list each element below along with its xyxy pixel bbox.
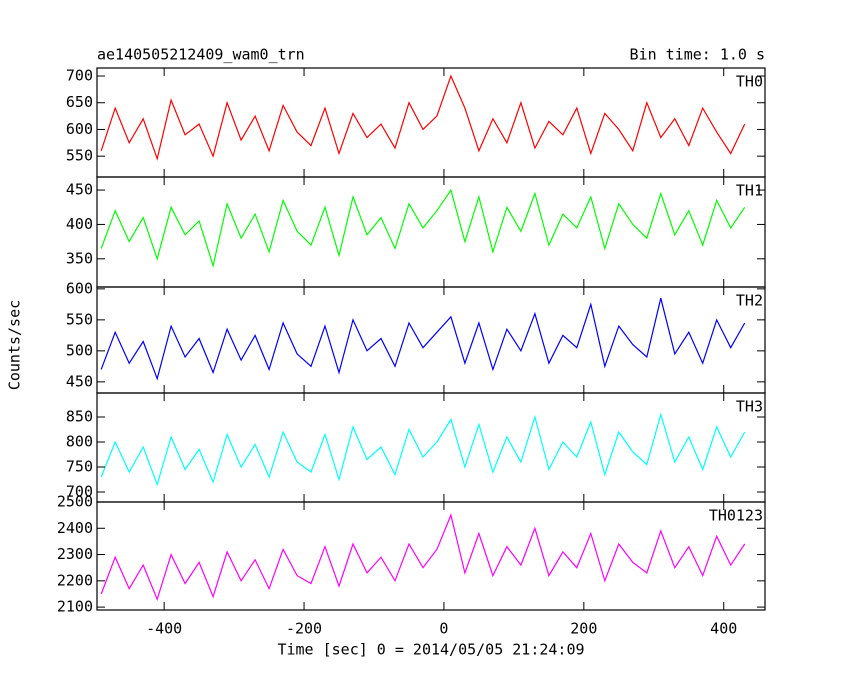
y-tick-label: 550 <box>66 310 93 328</box>
data-line <box>100 188 746 269</box>
chart-title: ae140505212409_wam0_trn <box>97 46 305 64</box>
y-tick-label: 2500 <box>57 493 93 511</box>
data-line <box>100 412 746 487</box>
panel <box>100 74 746 161</box>
panel <box>100 412 746 487</box>
data-line <box>100 298 746 381</box>
y-tick-label: 750 <box>66 458 93 476</box>
panel <box>100 513 746 601</box>
panel-frame <box>96 501 766 611</box>
series-label: TH0123 <box>709 507 763 525</box>
y-tick-label: 400 <box>66 215 93 233</box>
y-tick-label: 700 <box>66 67 93 85</box>
x-tick-label: -400 <box>146 620 182 638</box>
y-tick-label: 350 <box>66 249 93 267</box>
x-tick-label: 200 <box>570 620 597 638</box>
y-tick-label: 2100 <box>57 598 93 616</box>
y-tick-label: 650 <box>66 93 93 111</box>
series-label: TH2 <box>736 292 763 310</box>
series-label: TH3 <box>736 398 763 416</box>
series-label: TH0 <box>736 73 763 91</box>
series-label: TH1 <box>736 182 763 200</box>
y-tick-label: 700 <box>66 483 93 501</box>
y-tick-label: 850 <box>66 408 93 426</box>
x-tick-label: 400 <box>710 620 737 638</box>
x-tick-label: -200 <box>286 620 322 638</box>
y-tick-label: 2200 <box>57 571 93 589</box>
y-tick-label: 450 <box>66 181 93 199</box>
y-axis-label: Counts/sec <box>6 300 24 390</box>
panel <box>100 298 746 381</box>
data-line <box>100 74 746 161</box>
panel <box>100 188 746 269</box>
y-tick-label: 600 <box>66 120 93 138</box>
y-tick-label: 800 <box>66 433 93 451</box>
y-tick-label: 2300 <box>57 545 93 563</box>
x-tick-label: 0 <box>439 620 448 638</box>
bin-time: Bin time: 1.0 s <box>630 46 765 64</box>
y-tick-label: 450 <box>66 372 93 390</box>
y-tick-label: 550 <box>66 147 93 165</box>
data-line <box>100 513 746 601</box>
y-tick-label: 600 <box>66 279 93 297</box>
x-axis-label: Time [sec] 0 = 2014/05/05 21:24:09 <box>277 641 584 659</box>
y-tick-label: 500 <box>66 341 93 359</box>
y-tick-label: 2400 <box>57 519 93 537</box>
